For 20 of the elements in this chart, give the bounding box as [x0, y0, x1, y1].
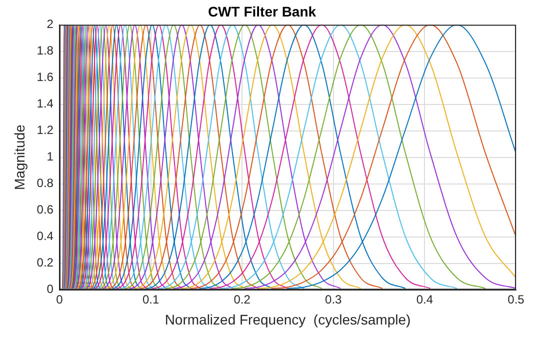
y-tick-label: 2 — [46, 17, 54, 32]
y-tick-label: 1.8 — [36, 44, 54, 58]
chart-title: CWT Filter Bank — [208, 3, 316, 20]
y-tick-label: 1.2 — [36, 123, 54, 138]
y-tick-label: 0 — [46, 282, 54, 296]
y-tick-label: 0.8 — [36, 176, 54, 190]
y-axis-title: Magnitude — [11, 124, 28, 190]
y-tick-label: 1 — [46, 150, 54, 164]
y-tick-label: 0.6 — [36, 202, 54, 217]
x-tick-label: 0 — [56, 292, 64, 306]
y-tick-label: 0.4 — [36, 229, 54, 244]
y-tick-label: 1.6 — [36, 70, 54, 84]
x-tick-label: 0.2 — [234, 292, 251, 306]
x-axis-title: Normalized Frequency (cycles/sample) — [164, 311, 411, 328]
y-tick-label: 1.4 — [36, 96, 54, 111]
x-tick-label: 0.5 — [508, 292, 525, 306]
x-tick-label: 0.3 — [325, 292, 342, 306]
x-tick-label: 0.1 — [142, 292, 160, 306]
x-tick-label: 0.4 — [416, 292, 434, 306]
y-tick-label: 0.2 — [36, 256, 54, 270]
